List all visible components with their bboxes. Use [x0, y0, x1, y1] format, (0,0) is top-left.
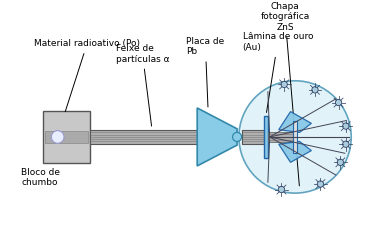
Text: Material radioativo (Po): Material radioativo (Po)	[34, 39, 140, 112]
FancyBboxPatch shape	[43, 111, 90, 163]
FancyBboxPatch shape	[268, 132, 293, 142]
Text: Placa de
Pb: Placa de Pb	[186, 37, 225, 107]
Text: Lâmina de ouro
(Au): Lâmina de ouro (Au)	[243, 32, 313, 112]
FancyBboxPatch shape	[241, 130, 264, 144]
Polygon shape	[279, 112, 312, 132]
FancyBboxPatch shape	[45, 130, 88, 143]
Circle shape	[317, 181, 324, 187]
Polygon shape	[279, 142, 312, 162]
Polygon shape	[197, 108, 237, 166]
Text: Bloco de
chumbo: Bloco de chumbo	[22, 168, 60, 187]
FancyBboxPatch shape	[293, 121, 297, 153]
Circle shape	[278, 186, 285, 193]
Circle shape	[343, 141, 349, 148]
Circle shape	[281, 81, 287, 87]
Text: Feixe de
partículas α: Feixe de partículas α	[116, 44, 169, 126]
Circle shape	[337, 159, 343, 166]
Circle shape	[312, 87, 318, 93]
Text: Chapa
fotográfica
ZnS: Chapa fotográfica ZnS	[260, 2, 310, 186]
Circle shape	[239, 81, 351, 193]
Circle shape	[343, 123, 349, 129]
Circle shape	[51, 130, 64, 143]
Circle shape	[335, 99, 342, 106]
Circle shape	[233, 132, 241, 141]
FancyBboxPatch shape	[90, 130, 197, 144]
FancyBboxPatch shape	[264, 116, 268, 158]
